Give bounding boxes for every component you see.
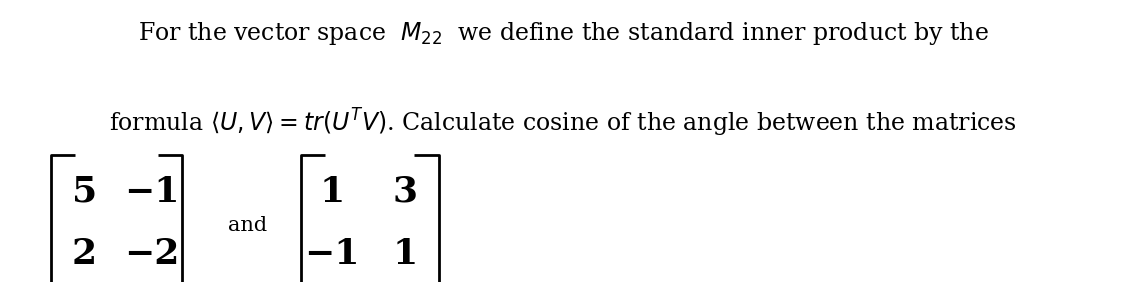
Text: 1: 1	[393, 237, 418, 271]
Text: 2: 2	[72, 237, 97, 271]
Text: 5: 5	[72, 175, 97, 209]
Text: and: and	[229, 216, 267, 235]
Text: 3: 3	[393, 175, 418, 209]
Text: −2: −2	[124, 237, 180, 271]
Text: −1: −1	[304, 237, 360, 271]
Text: −1: −1	[124, 175, 180, 209]
Text: 1: 1	[320, 175, 345, 209]
Text: formula $\langle U,V\rangle = tr(U^TV)$. Calculate cosine of the angle between t: formula $\langle U,V\rangle = tr(U^TV)$.…	[109, 107, 1017, 139]
Text: For the vector space  $M_{22}$  we define the standard inner product by the: For the vector space $M_{22}$ we define …	[137, 20, 989, 47]
